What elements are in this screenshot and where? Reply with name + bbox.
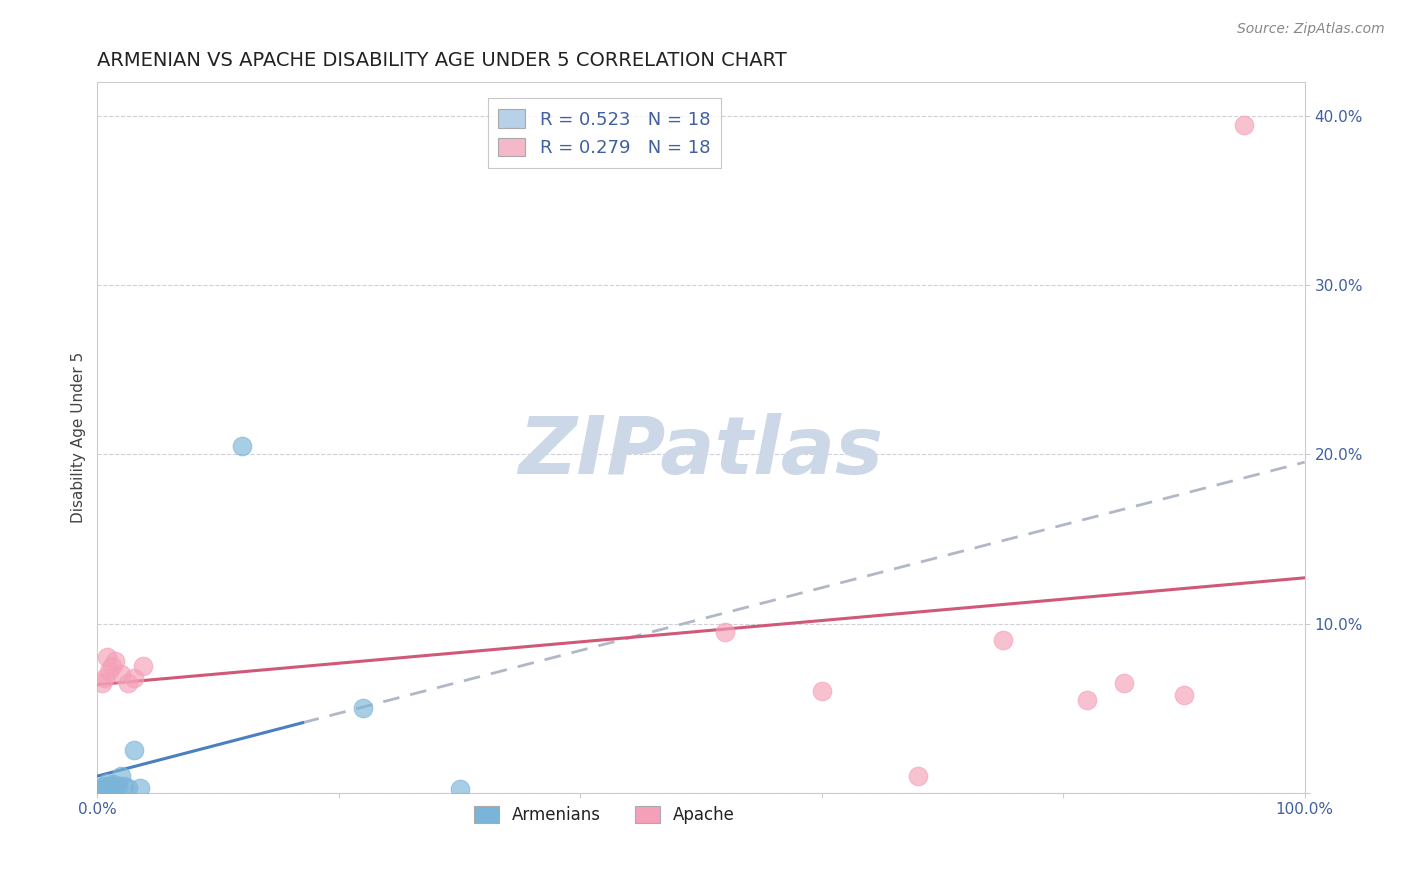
Point bbox=[96, 775, 118, 789]
Text: ZIPatlas: ZIPatlas bbox=[519, 413, 883, 491]
Point bbox=[97, 782, 120, 797]
Text: Source: ZipAtlas.com: Source: ZipAtlas.com bbox=[1237, 22, 1385, 37]
Point bbox=[96, 650, 118, 665]
Point bbox=[810, 684, 832, 698]
Point bbox=[714, 625, 737, 640]
Point bbox=[112, 779, 135, 793]
Point bbox=[907, 769, 929, 783]
Point bbox=[101, 780, 124, 795]
Point bbox=[107, 779, 129, 793]
Y-axis label: Disability Age Under 5: Disability Age Under 5 bbox=[72, 351, 86, 523]
Point bbox=[101, 777, 124, 791]
Point bbox=[132, 658, 155, 673]
Point bbox=[94, 780, 117, 795]
Point bbox=[1112, 675, 1135, 690]
Point bbox=[128, 780, 150, 795]
Point bbox=[110, 769, 132, 783]
Point bbox=[991, 633, 1014, 648]
Point bbox=[91, 675, 114, 690]
Point bbox=[449, 782, 471, 797]
Point bbox=[1076, 692, 1098, 706]
Point bbox=[104, 780, 127, 795]
Point bbox=[1233, 118, 1256, 132]
Point bbox=[1173, 688, 1195, 702]
Point bbox=[98, 664, 121, 678]
Point bbox=[93, 779, 115, 793]
Point bbox=[93, 671, 115, 685]
Point bbox=[101, 658, 124, 673]
Point bbox=[231, 439, 253, 453]
Point bbox=[122, 743, 145, 757]
Point bbox=[98, 779, 121, 793]
Point bbox=[352, 701, 374, 715]
Legend: Armenians, Apache: Armenians, Apache bbox=[464, 796, 745, 834]
Point bbox=[90, 782, 112, 797]
Point bbox=[110, 667, 132, 681]
Point bbox=[117, 675, 139, 690]
Point bbox=[117, 780, 139, 795]
Text: ARMENIAN VS APACHE DISABILITY AGE UNDER 5 CORRELATION CHART: ARMENIAN VS APACHE DISABILITY AGE UNDER … bbox=[97, 51, 787, 70]
Point bbox=[104, 654, 127, 668]
Point bbox=[122, 671, 145, 685]
